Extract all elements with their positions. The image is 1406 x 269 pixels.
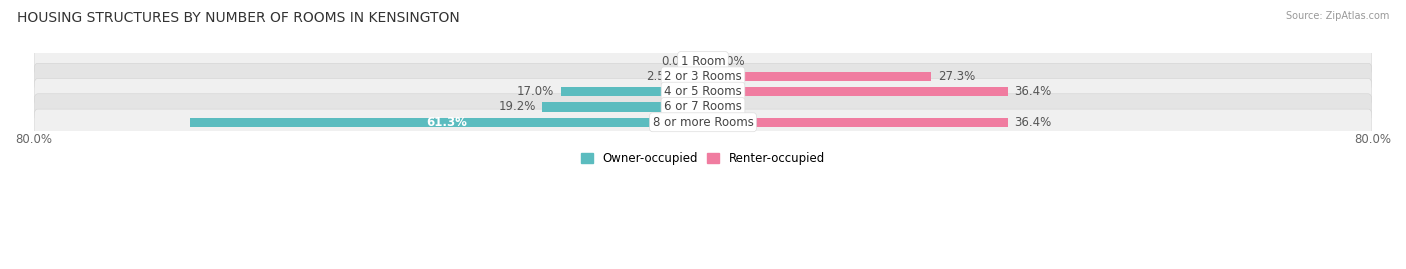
Legend: Owner-occupied, Renter-occupied: Owner-occupied, Renter-occupied (581, 152, 825, 165)
Bar (682, 72, 703, 81)
Text: 0.0%: 0.0% (716, 100, 745, 114)
Text: 2.5%: 2.5% (645, 70, 675, 83)
Text: Source: ZipAtlas.com: Source: ZipAtlas.com (1285, 11, 1389, 21)
Text: 17.0%: 17.0% (517, 85, 554, 98)
FancyBboxPatch shape (34, 63, 1372, 90)
Bar (703, 87, 1008, 96)
Text: HOUSING STRUCTURES BY NUMBER OF ROOMS IN KENSINGTON: HOUSING STRUCTURES BY NUMBER OF ROOMS IN… (17, 11, 460, 25)
Bar (543, 102, 703, 112)
Text: 36.4%: 36.4% (1014, 85, 1052, 98)
Text: 61.3%: 61.3% (426, 116, 467, 129)
Text: 1 Room: 1 Room (681, 55, 725, 68)
Text: 0.0%: 0.0% (661, 55, 690, 68)
FancyBboxPatch shape (34, 109, 1372, 135)
Text: 19.2%: 19.2% (498, 100, 536, 114)
Text: 4 or 5 Rooms: 4 or 5 Rooms (664, 85, 742, 98)
Text: 36.4%: 36.4% (1014, 116, 1052, 129)
Bar (703, 118, 1008, 127)
Text: 6 or 7 Rooms: 6 or 7 Rooms (664, 100, 742, 114)
Bar (703, 72, 931, 81)
Text: 27.3%: 27.3% (938, 70, 976, 83)
FancyBboxPatch shape (34, 79, 1372, 105)
Bar (561, 87, 703, 96)
FancyBboxPatch shape (34, 94, 1372, 120)
Text: 8 or more Rooms: 8 or more Rooms (652, 116, 754, 129)
Text: 0.0%: 0.0% (716, 55, 745, 68)
Text: 2 or 3 Rooms: 2 or 3 Rooms (664, 70, 742, 83)
Bar (190, 118, 703, 127)
FancyBboxPatch shape (34, 48, 1372, 74)
